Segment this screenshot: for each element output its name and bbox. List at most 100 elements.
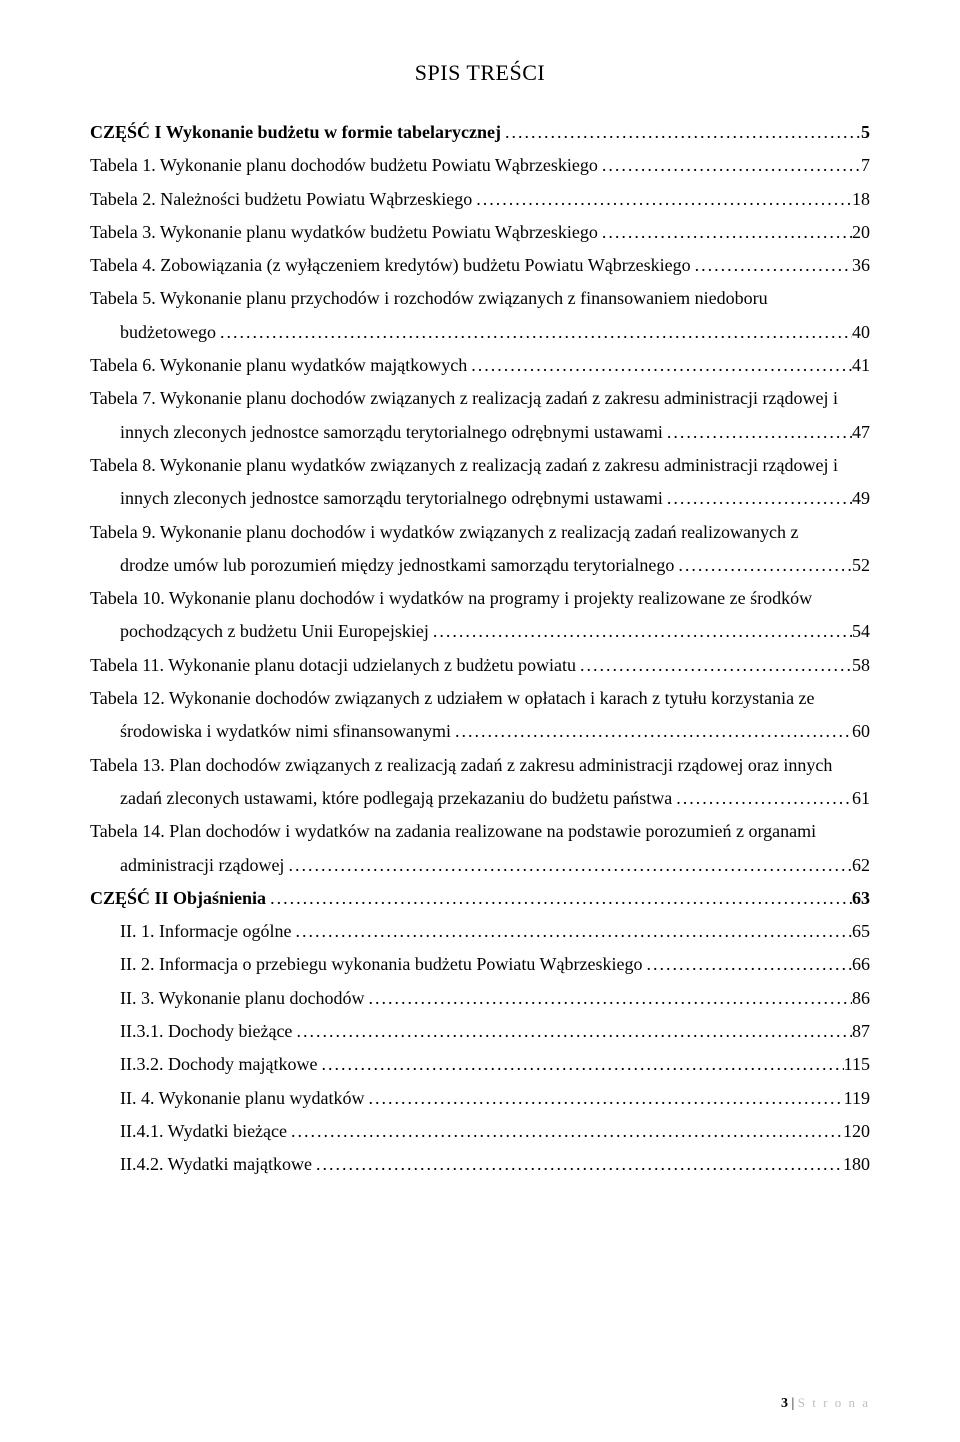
toc-page: 49: [852, 482, 870, 515]
toc-entry: Tabela 3. Wykonanie planu wydatków budże…: [90, 216, 870, 249]
toc-page: 63: [852, 882, 870, 915]
page: SPIS TREŚCI CZĘŚĆ I Wykonanie budżetu w …: [0, 0, 960, 1442]
toc-leader: [598, 149, 861, 182]
toc-text: CZĘŚĆ I Wykonanie budżetu w formie tabel…: [90, 116, 501, 149]
toc-text: II.3.2. Dochody majątkowe: [120, 1048, 317, 1081]
toc-text: innych zleconych jednostce samorządu ter…: [120, 482, 663, 515]
toc-entry-first-line: Tabela 9. Wykonanie planu dochodów i wyd…: [90, 516, 870, 549]
toc-leader: [672, 782, 852, 815]
toc-page: 18: [852, 183, 870, 216]
toc-text: Tabela 6. Wykonanie planu wydatków mająt…: [90, 349, 467, 382]
toc-text: pochodzących z budżetu Unii Europejskiej: [120, 615, 429, 648]
toc-page: 62: [852, 849, 870, 882]
toc-text: II. 4. Wykonanie planu wydatków: [120, 1082, 365, 1115]
toc-page: 5: [861, 116, 870, 149]
toc-entry-last-line: pochodzących z budżetu Unii Europejskiej…: [90, 615, 870, 648]
toc-entry-first-line: Tabela 12. Wykonanie dochodów związanych…: [90, 682, 870, 715]
toc-entry-last-line: innych zleconych jednostce samorządu ter…: [90, 416, 870, 449]
toc-leader: [266, 882, 852, 915]
toc-leader: [216, 316, 852, 349]
toc-page: 115: [844, 1048, 870, 1081]
toc-page: 36: [852, 249, 870, 282]
toc-entry-last-line: drodze umów lub porozumień między jednos…: [90, 549, 870, 582]
toc-entry: Tabela 11. Wykonanie planu dotacji udzie…: [90, 649, 870, 682]
toc-page: 41: [852, 349, 870, 382]
toc-entry-first-line: Tabela 13. Plan dochodów związanych z re…: [90, 749, 870, 782]
page-number: 3: [781, 1396, 788, 1411]
toc-page: 61: [852, 782, 870, 815]
toc-text: CZĘŚĆ II Objaśnienia: [90, 882, 266, 915]
toc-leader: [451, 715, 852, 748]
toc-page: 119: [844, 1082, 870, 1115]
toc-leader: [291, 915, 852, 948]
toc-entry: II. 2. Informacja o przebiegu wykonania …: [90, 948, 870, 981]
toc-page: 86: [852, 982, 870, 1015]
footer-separator: |: [788, 1396, 798, 1411]
toc-text: II.3.1. Dochody bieżące: [120, 1015, 292, 1048]
toc-text: Tabela 1. Wykonanie planu dochodów budże…: [90, 149, 598, 182]
toc-leader: [317, 1048, 843, 1081]
toc-leader: [501, 116, 861, 149]
toc-leader: [642, 948, 852, 981]
toc-text: II.4.1. Wydatki bieżące: [120, 1115, 287, 1148]
toc-leader: [312, 1148, 843, 1181]
toc-text: II. 1. Informacje ogólne: [120, 915, 291, 948]
toc-entry-last-line: budżetowego40: [90, 316, 870, 349]
toc-entry: II.3.2. Dochody majątkowe 115: [90, 1048, 870, 1081]
toc-leader: [292, 1015, 852, 1048]
toc-leader: [472, 183, 852, 216]
toc-leader: [576, 649, 852, 682]
page-label: S t r o n a: [798, 1395, 870, 1410]
toc-page: 58: [852, 649, 870, 682]
toc-leader: [691, 249, 852, 282]
toc-entry: II.4.1. Wydatki bieżące 120: [90, 1115, 870, 1148]
toc-page: 180: [843, 1148, 870, 1181]
toc-entry: II. 3. Wykonanie planu dochodów 86: [90, 982, 870, 1015]
toc-text: środowiska i wydatków nimi sfinansowanym…: [120, 715, 451, 748]
toc-entry-last-line: administracji rządowej62: [90, 849, 870, 882]
toc-page: 120: [843, 1115, 870, 1148]
toc-entry-last-line: innych zleconych jednostce samorządu ter…: [90, 482, 870, 515]
toc-text: Tabela 3. Wykonanie planu wydatków budże…: [90, 216, 598, 249]
toc-entry: CZĘŚĆ I Wykonanie budżetu w formie tabel…: [90, 116, 870, 149]
toc-text: innych zleconych jednostce samorządu ter…: [120, 416, 663, 449]
toc-text: II. 3. Wykonanie planu dochodów: [120, 982, 365, 1015]
toc-page: 20: [852, 216, 870, 249]
toc-entry: II. 4. Wykonanie planu wydatków 119: [90, 1082, 870, 1115]
table-of-contents: CZĘŚĆ I Wykonanie budżetu w formie tabel…: [90, 116, 870, 1182]
toc-entry: II.4.2. Wydatki majątkowe 180: [90, 1148, 870, 1181]
toc-entry: Tabela 2. Należności budżetu Powiatu Wąb…: [90, 183, 870, 216]
toc-page: 54: [852, 615, 870, 648]
toc-text: II.4.2. Wydatki majątkowe: [120, 1148, 312, 1181]
toc-leader: [365, 982, 852, 1015]
toc-page: 7: [861, 149, 870, 182]
document-title: SPIS TREŚCI: [90, 60, 870, 86]
toc-entry: Tabela 4. Zobowiązania (z wyłączeniem kr…: [90, 249, 870, 282]
toc-page: 66: [852, 948, 870, 981]
page-footer: 3 | S t r o n a: [781, 1395, 870, 1412]
toc-leader: [663, 482, 852, 515]
toc-leader: [284, 849, 852, 882]
toc-text: Tabela 2. Należności budżetu Powiatu Wąb…: [90, 183, 472, 216]
toc-entry-last-line: środowiska i wydatków nimi sfinansowanym…: [90, 715, 870, 748]
toc-entry-last-line: zadań zleconych ustawami, które podlegaj…: [90, 782, 870, 815]
toc-entry: II.3.1. Dochody bieżące87: [90, 1015, 870, 1048]
toc-entry: II. 1. Informacje ogólne65: [90, 915, 870, 948]
toc-text: zadań zleconych ustawami, które podlegaj…: [120, 782, 672, 815]
toc-text: drodze umów lub porozumień między jednos…: [120, 549, 674, 582]
toc-text: budżetowego: [120, 316, 216, 349]
toc-entry-first-line: Tabela 10. Wykonanie planu dochodów i wy…: [90, 582, 870, 615]
toc-text: Tabela 11. Wykonanie planu dotacji udzie…: [90, 649, 576, 682]
toc-entry-first-line: Tabela 8. Wykonanie planu wydatków związ…: [90, 449, 870, 482]
toc-entry-first-line: Tabela 5. Wykonanie planu przychodów i r…: [90, 282, 870, 315]
toc-leader: [674, 549, 852, 582]
toc-text: II. 2. Informacja o przebiegu wykonania …: [120, 948, 642, 981]
toc-page: 60: [852, 715, 870, 748]
toc-entry: Tabela 1. Wykonanie planu dochodów budże…: [90, 149, 870, 182]
toc-leader: [663, 416, 852, 449]
toc-page: 52: [852, 549, 870, 582]
toc-entry: CZĘŚĆ II Objaśnienia 63: [90, 882, 870, 915]
toc-text: Tabela 4. Zobowiązania (z wyłączeniem kr…: [90, 249, 691, 282]
toc-leader: [287, 1115, 843, 1148]
toc-leader: [365, 1082, 844, 1115]
